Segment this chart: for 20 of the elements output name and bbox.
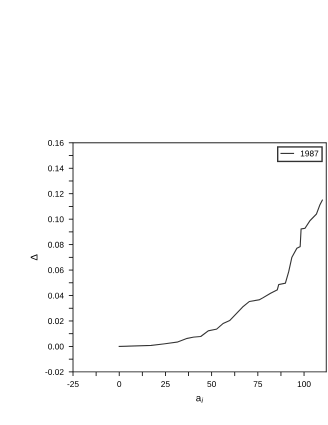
y-tick-label: 0.00 [48, 344, 64, 350]
y-tick-label: 0.06 [48, 267, 64, 274]
x-tick-label: 25 [161, 381, 170, 388]
x-tick-label: 75 [254, 381, 262, 388]
y-tick-label: 0.14 [48, 165, 64, 172]
y-axis-title: Δ [30, 254, 38, 260]
x-tick-label: 0 [117, 381, 122, 388]
legend-label: 1987 [300, 150, 318, 156]
x-tick-label: -25 [67, 381, 79, 388]
y-tick-label: 0.04 [48, 292, 64, 299]
x-axis-title: a$_{i}$ [196, 396, 204, 403]
line-series [118, 200, 323, 347]
x-tick-label: 100 [298, 381, 311, 388]
y-tick-label: 0.08 [48, 242, 64, 248]
x-tick-label: 50 [207, 381, 216, 388]
y-tick-label: -0.02 [45, 369, 64, 375]
y-tick-label: 0.02 [48, 318, 64, 324]
y-tick-label: 0.12 [48, 190, 64, 197]
y-tick-label: 0.10 [48, 216, 64, 222]
y-tick-label: 0.16 [48, 140, 64, 146]
